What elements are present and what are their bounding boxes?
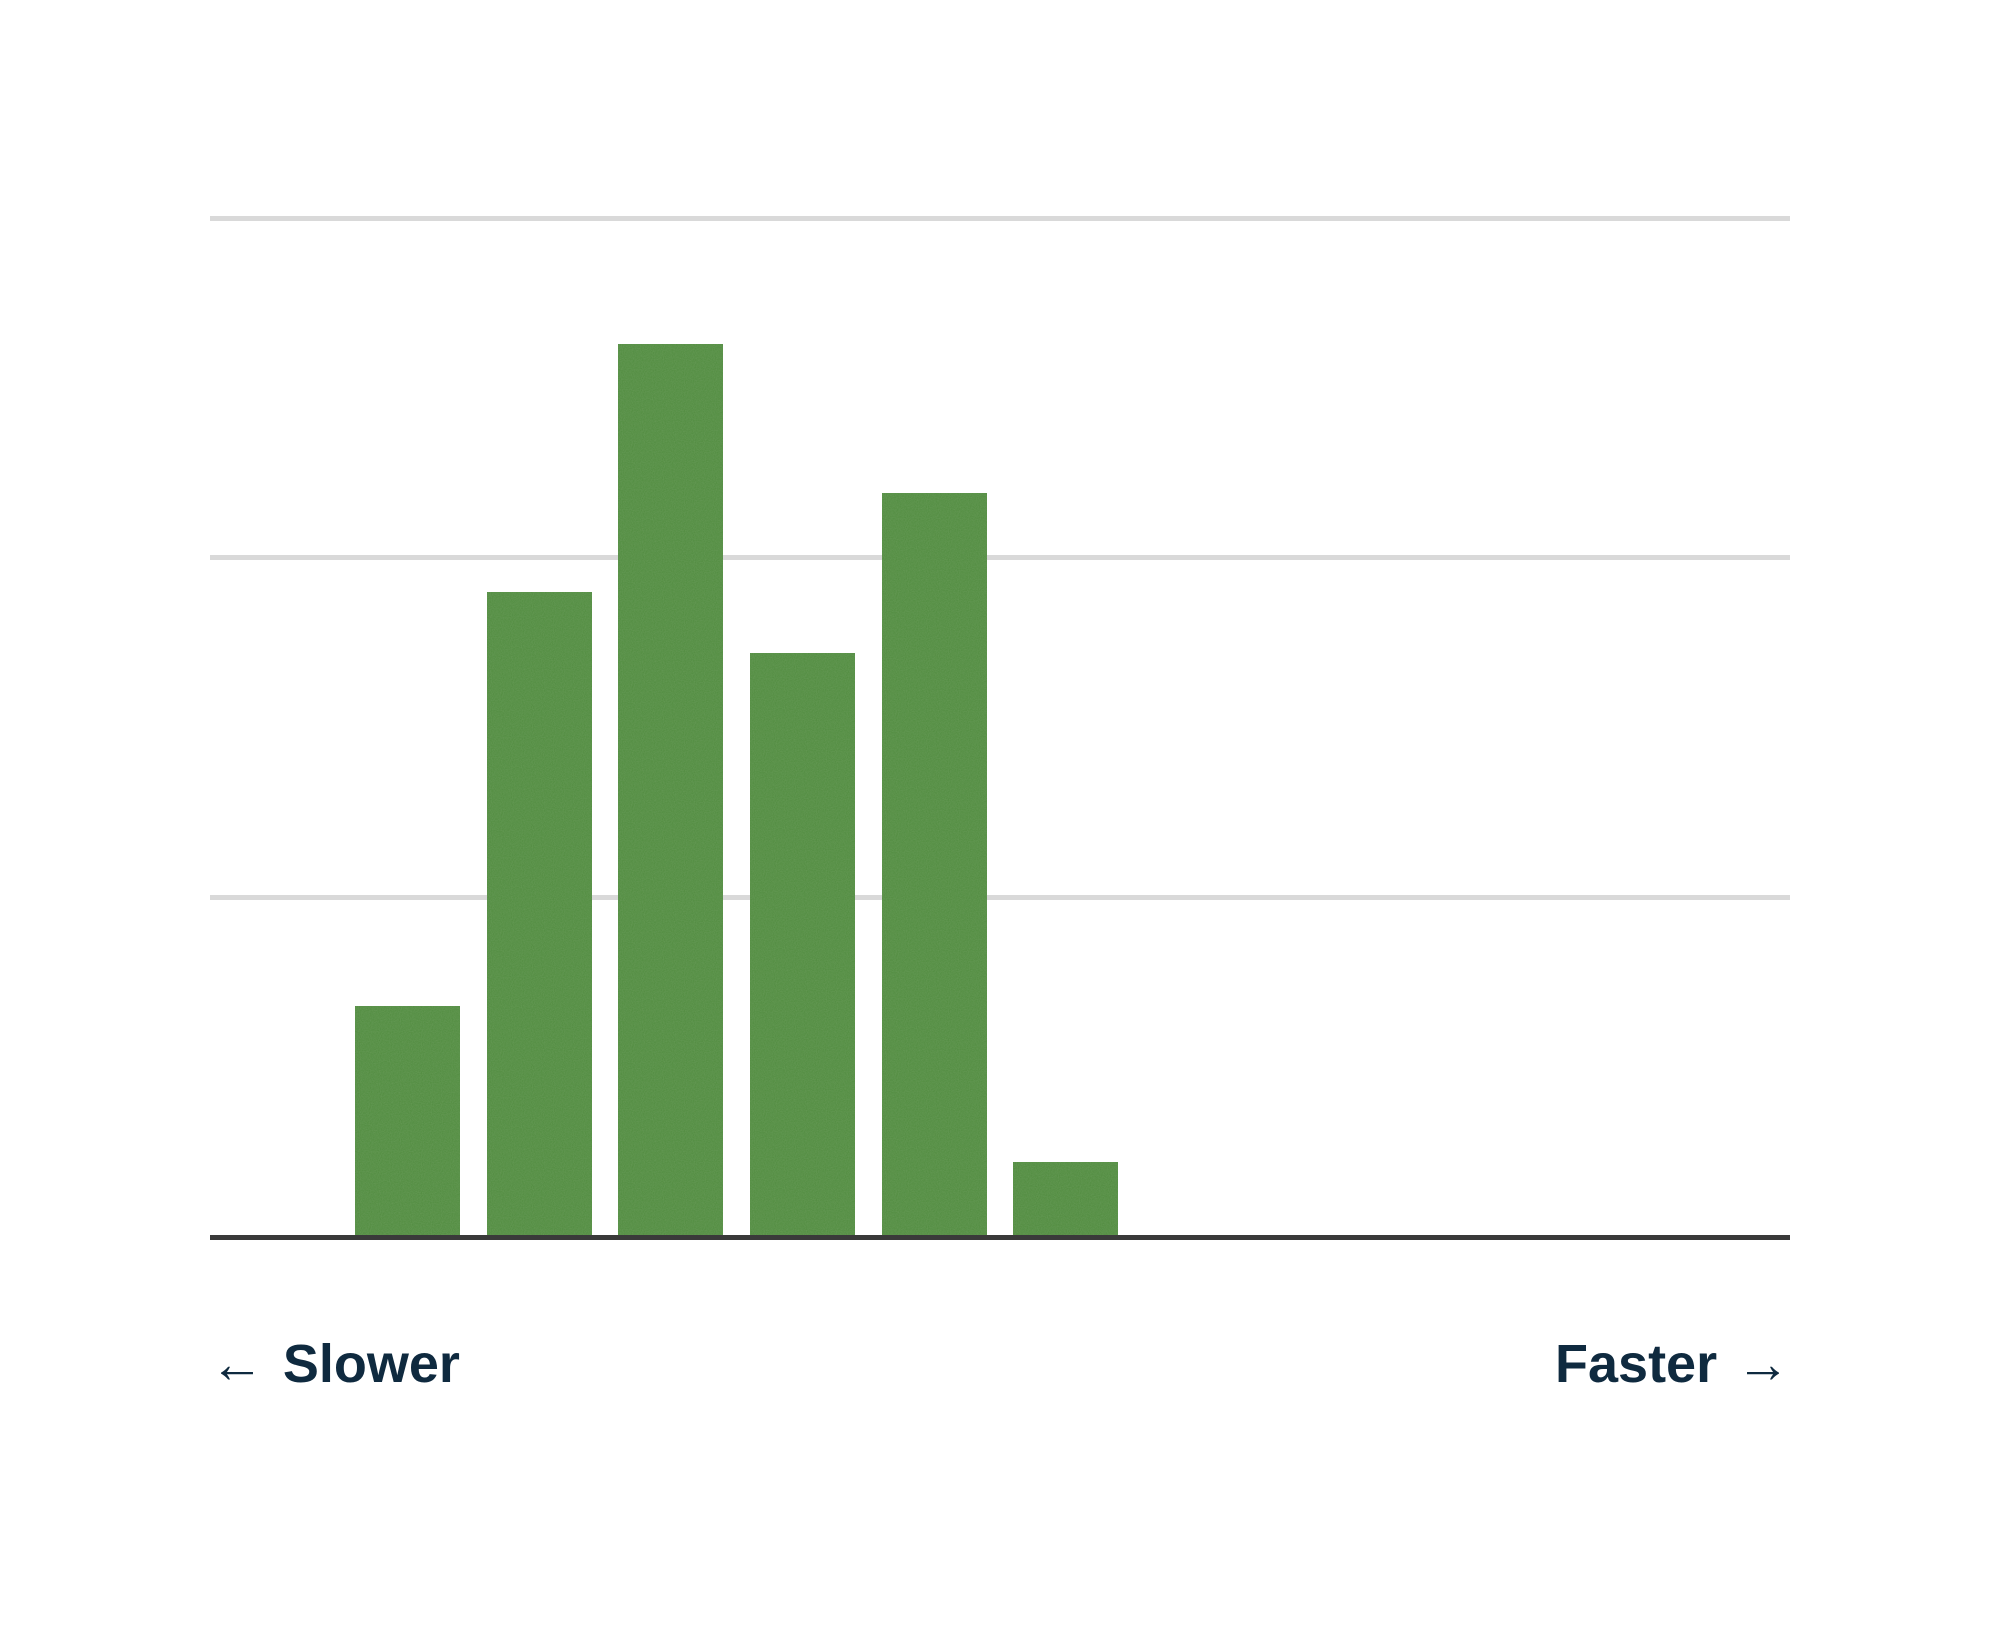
plot-area — [210, 218, 1790, 1237]
x-axis-labels: ← Slower Faster → — [210, 1333, 1790, 1409]
bar — [487, 592, 592, 1237]
x-axis-label-left-text: Slower — [283, 1333, 460, 1395]
arrow-right-icon: → — [1736, 1333, 1790, 1395]
gridline — [210, 895, 1790, 900]
x-axis-label-faster: Faster → — [1555, 1333, 1790, 1395]
x-axis-label-right-text: Faster — [1555, 1333, 1717, 1395]
gridline — [210, 216, 1790, 221]
bar — [1013, 1162, 1118, 1237]
arrow-left-icon: ← — [210, 1333, 264, 1395]
gridline — [210, 555, 1790, 560]
bar — [882, 493, 987, 1237]
x-axis-baseline — [210, 1235, 1790, 1240]
bar — [750, 653, 855, 1237]
chart-container: ← Slower Faster → — [0, 0, 2000, 1643]
bar — [618, 344, 723, 1237]
x-axis-label-slower: ← Slower — [210, 1333, 460, 1395]
bar — [355, 1006, 460, 1237]
